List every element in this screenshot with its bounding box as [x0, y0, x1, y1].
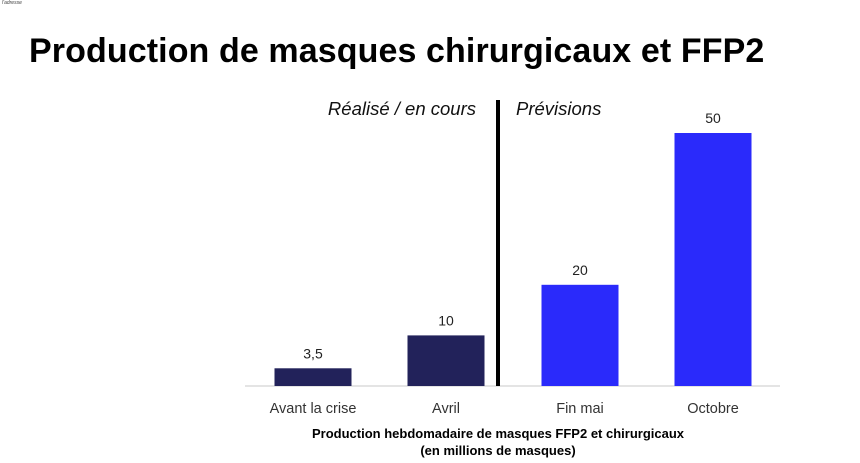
chart-title: Production de masques chirurgicaux et FF…	[29, 32, 765, 70]
bar-3	[541, 284, 619, 386]
data-label-2: 10	[438, 312, 454, 328]
x-tick-label-3: Fin mai	[556, 401, 604, 417]
section-label-forecast: Prévisions	[516, 98, 601, 119]
x-tick-label-2: Avril	[432, 401, 460, 417]
bar-2	[407, 335, 485, 386]
bar-4	[674, 133, 752, 386]
data-label-1: 3,5	[303, 345, 323, 361]
x-axis-caption-line2: (en millions de masques)	[420, 443, 576, 458]
data-label-3: 20	[572, 262, 588, 278]
data-label-4: 50	[705, 110, 721, 126]
x-axis-caption-line1: Production hebdomadaire de masques FFP2 …	[311, 426, 685, 441]
x-tick-label-1: Avant la crise	[270, 401, 357, 417]
corner-mark: l'adresse	[2, 0, 22, 6]
x-tick-label-4: Octobre	[687, 401, 739, 417]
section-label-actual: Réalisé / en cours	[328, 98, 476, 119]
bar-1	[274, 368, 352, 386]
